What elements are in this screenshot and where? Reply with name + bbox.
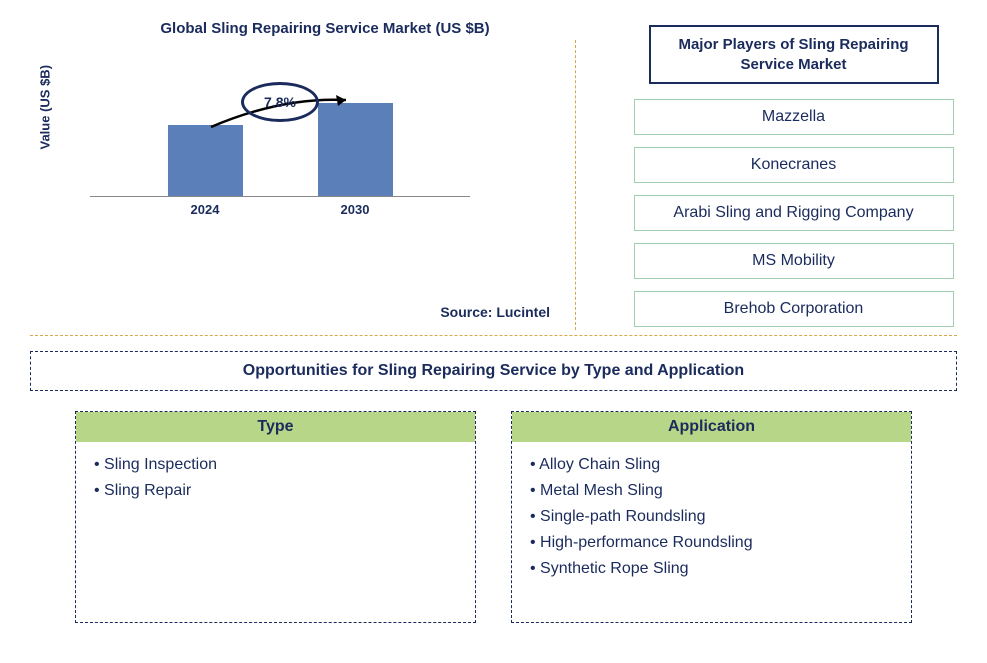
type-column: Type Sling InspectionSling Repair <box>75 411 476 623</box>
bar-2024 <box>168 125 243 196</box>
x-label-2030: 2030 <box>341 202 370 217</box>
application-item: High-performance Roundsling <box>530 530 893 556</box>
growth-indicator: 7.8% <box>241 82 319 122</box>
type-items: Sling InspectionSling Repair <box>76 442 475 622</box>
x-axis-labels: 2024 2030 <box>90 197 470 217</box>
application-item: Alloy Chain Sling <box>530 452 893 478</box>
player-item: Brehob Corporation <box>634 291 954 327</box>
chart-area: Value (US $B) 7.8% 2024 2030 <box>90 67 470 237</box>
application-items: Alloy Chain SlingMetal Mesh SlingSingle-… <box>512 442 911 622</box>
players-list: Mazzella Konecranes Arabi Sling and Riggin… <box>630 99 957 327</box>
player-item: Konecranes <box>634 147 954 183</box>
type-header: Type <box>76 412 475 442</box>
opportunities-title: Opportunities for Sling Repairing Servic… <box>30 351 957 391</box>
player-item: Arabi Sling and Rigging Company <box>634 195 954 231</box>
opportunities-columns: Type Sling InspectionSling Repair Applic… <box>30 411 957 623</box>
application-item: Synthetic Rope Sling <box>530 556 893 582</box>
application-column: Application Alloy Chain SlingMetal Mesh … <box>511 411 912 623</box>
growth-rate-badge: 7.8% <box>241 82 319 122</box>
top-section: Global Sling Repairing Service Market (U… <box>30 20 957 330</box>
bars-container: 7.8% <box>90 67 470 197</box>
type-item: Sling Inspection <box>94 452 457 478</box>
application-item: Single-path Roundsling <box>530 504 893 530</box>
player-item: MS Mobility <box>634 243 954 279</box>
application-header: Application <box>512 412 911 442</box>
horizontal-divider <box>30 335 957 336</box>
players-panel: Major Players of Sling Repairing Service… <box>580 20 957 330</box>
players-title: Major Players of Sling Repairing Service… <box>649 25 939 84</box>
y-axis-label: Value (US $B) <box>38 65 53 150</box>
vertical-divider <box>575 40 576 330</box>
chart-panel: Global Sling Repairing Service Market (U… <box>30 20 580 330</box>
player-item: Mazzella <box>634 99 954 135</box>
application-item: Metal Mesh Sling <box>530 478 893 504</box>
x-label-2024: 2024 <box>191 202 220 217</box>
source-text: Source: Lucintel <box>440 304 550 320</box>
chart-title: Global Sling Repairing Service Market (U… <box>70 20 580 37</box>
type-item: Sling Repair <box>94 478 457 504</box>
